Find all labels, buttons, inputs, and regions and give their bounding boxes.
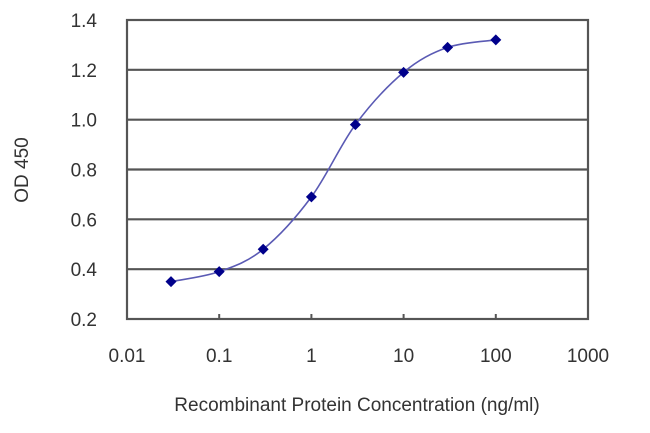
x-tick-label: 0.1 bbox=[206, 346, 232, 367]
y-tick-label: 0.6 bbox=[71, 210, 97, 231]
diamond-marker bbox=[165, 276, 177, 288]
diamond-marker bbox=[398, 66, 410, 78]
x-tick-label: 0.01 bbox=[109, 346, 146, 367]
x-tick-label: 10 bbox=[393, 346, 414, 367]
x-tick-label: 1 bbox=[306, 346, 317, 367]
y-tick-label: 0.2 bbox=[71, 310, 97, 331]
y-tick-label: 1.4 bbox=[71, 11, 98, 32]
y-tick-label: 0.4 bbox=[71, 260, 98, 281]
gridlines bbox=[127, 68, 588, 271]
y-axis-ticks: 0.2 0.4 0.6 0.8 1.0 1.2 1.4 bbox=[71, 11, 98, 331]
plot-frame bbox=[125, 18, 590, 321]
diamond-marker bbox=[257, 243, 269, 255]
x-tick-label: 1000 bbox=[567, 346, 609, 367]
y-tick-label: 0.8 bbox=[71, 161, 97, 182]
y-tick-label: 1.0 bbox=[71, 111, 97, 132]
plot-border bbox=[125, 18, 590, 321]
x-axis-label: Recombinant Protein Concentration (ng/ml… bbox=[174, 395, 539, 416]
diamond-marker bbox=[305, 191, 317, 203]
data-point-markers bbox=[165, 34, 502, 288]
y-tick-label: 1.2 bbox=[71, 61, 97, 82]
x-tick-label: 100 bbox=[480, 346, 512, 367]
diamond-marker bbox=[490, 34, 502, 46]
x-axis-ticks: 0.01 0.1 1 10 100 1000 bbox=[109, 346, 610, 367]
fitted-curve bbox=[170, 39, 496, 283]
diamond-marker bbox=[349, 119, 361, 131]
y-axis-label: OD 450 bbox=[12, 137, 33, 202]
diamond-marker bbox=[213, 266, 225, 278]
diamond-marker bbox=[442, 41, 454, 53]
